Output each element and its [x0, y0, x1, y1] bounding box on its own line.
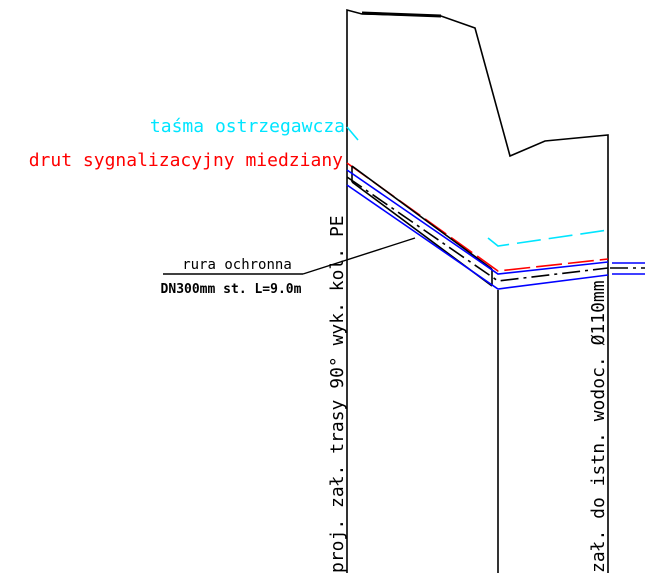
sleeve-leader — [163, 237, 416, 275]
right-vertical-label: zał. do istn. wodoc. Ø110mm — [588, 280, 609, 573]
water-pipe — [346, 169, 645, 290]
signal-wire-label: drut sygnalizacyjny miedziany — [29, 150, 343, 171]
left-vertical-label: proj. zał. trasy 90° wyk. kol. PE — [327, 215, 348, 573]
sleeve-title-label: rura ochronna — [182, 257, 292, 273]
warning-tape-label: taśma ostrzegawcza — [150, 116, 345, 137]
signal-wire-line — [346, 162, 609, 272]
sleeve-spec-label: DN300mm st. L=9.0m — [161, 282, 302, 297]
protective-sleeve — [351, 165, 493, 287]
terrain-outline — [346, 8, 609, 573]
warning-tape-line — [346, 126, 609, 247]
pipe-axis-line — [346, 176, 645, 282]
